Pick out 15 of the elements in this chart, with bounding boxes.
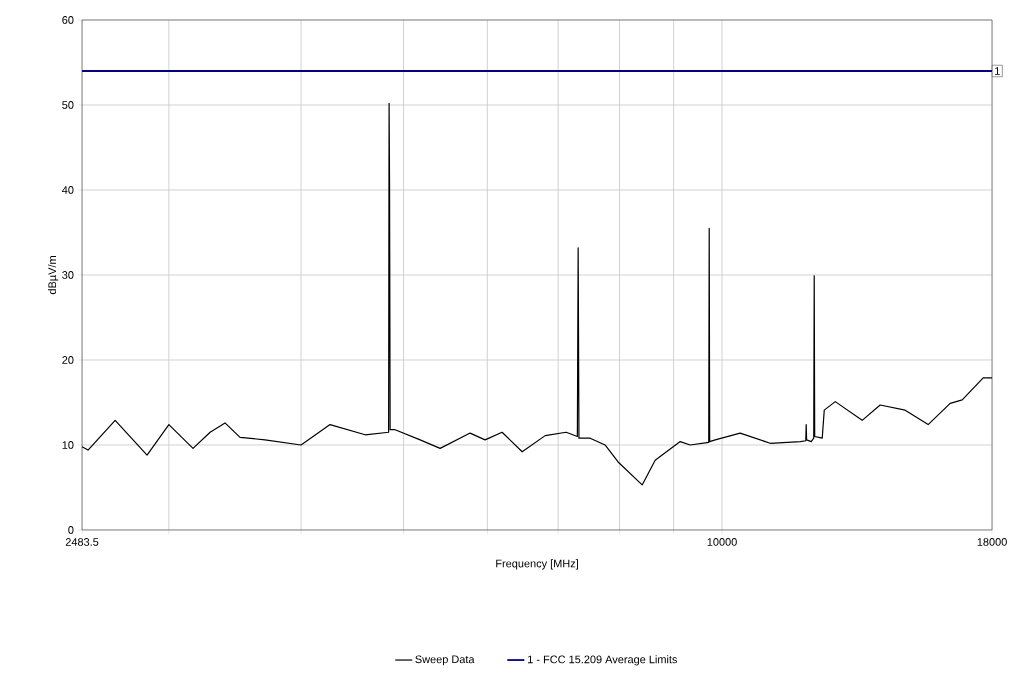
y-axis-title: dBµV/m: [48, 256, 59, 295]
y-tick-label: 50: [62, 101, 74, 109]
x-tick-label: 10000: [707, 538, 737, 546]
legend-label: Sweep Data: [415, 655, 475, 666]
x-tick-label: 2483.5: [65, 538, 99, 546]
x-tick-label: 18000: [977, 538, 1007, 546]
y-tick-label: 60: [62, 16, 74, 24]
y-tick-label: 20: [62, 356, 74, 364]
legend-label: 1 - FCC 15.209 Average Limits: [528, 655, 678, 666]
y-tick-label: 0: [68, 526, 74, 534]
y-tick-label: 10: [62, 441, 74, 449]
y-tick-label: 30: [62, 271, 74, 279]
annotation: 1: [995, 67, 1000, 75]
x-axis-title: Frequency [MHz]: [496, 559, 578, 570]
y-tick-label: 40: [62, 186, 74, 194]
